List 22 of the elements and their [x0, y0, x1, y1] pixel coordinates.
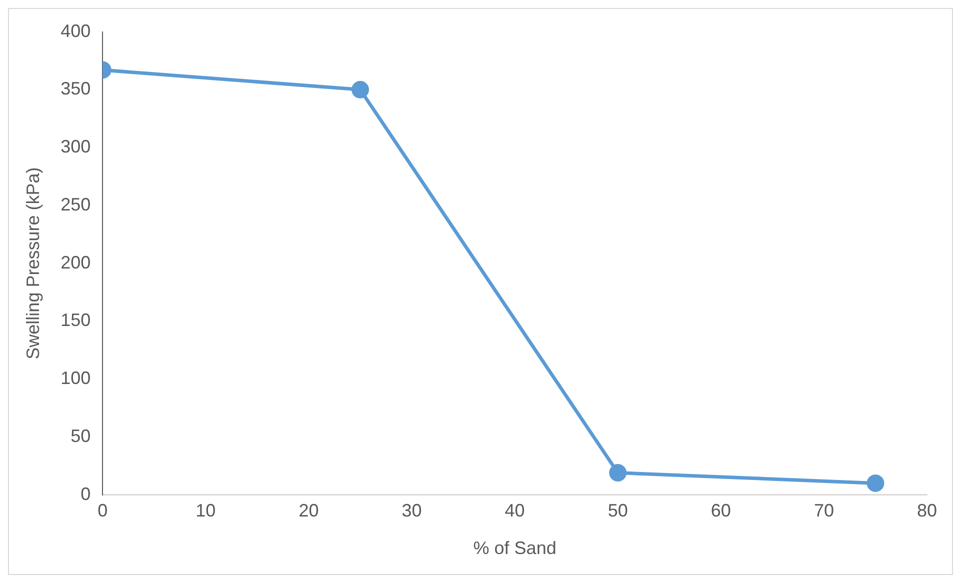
y-tick-label: 400	[60, 20, 91, 41]
y-tick-label: 300	[60, 136, 91, 157]
y-tick-label: 200	[60, 252, 91, 272]
x-tick-label: 50	[608, 500, 628, 521]
x-tick-label: 70	[814, 500, 834, 521]
x-tick-label: 20	[298, 500, 319, 521]
x-tick-label: 40	[504, 500, 525, 521]
y-tick-label: 0	[80, 484, 91, 504]
x-axis-title: % of Sand	[473, 538, 556, 558]
x-tick-label: 60	[710, 500, 731, 521]
x-tick-label: 30	[402, 500, 422, 521]
y-axis-title: Swelling Pressure (kPa)	[22, 167, 43, 360]
point	[866, 474, 884, 492]
y-tick-label: 100	[60, 368, 91, 388]
x-tick-label: 10	[196, 500, 216, 521]
x-tick-label: 80	[916, 500, 938, 521]
x-tick-label: 0	[98, 500, 108, 521]
y-tick-label: 250	[60, 194, 91, 214]
y-tick-label: 50	[70, 426, 91, 446]
point	[609, 464, 627, 482]
y-tick-label: 150	[60, 310, 91, 330]
y-tick-label: 350	[60, 78, 91, 99]
